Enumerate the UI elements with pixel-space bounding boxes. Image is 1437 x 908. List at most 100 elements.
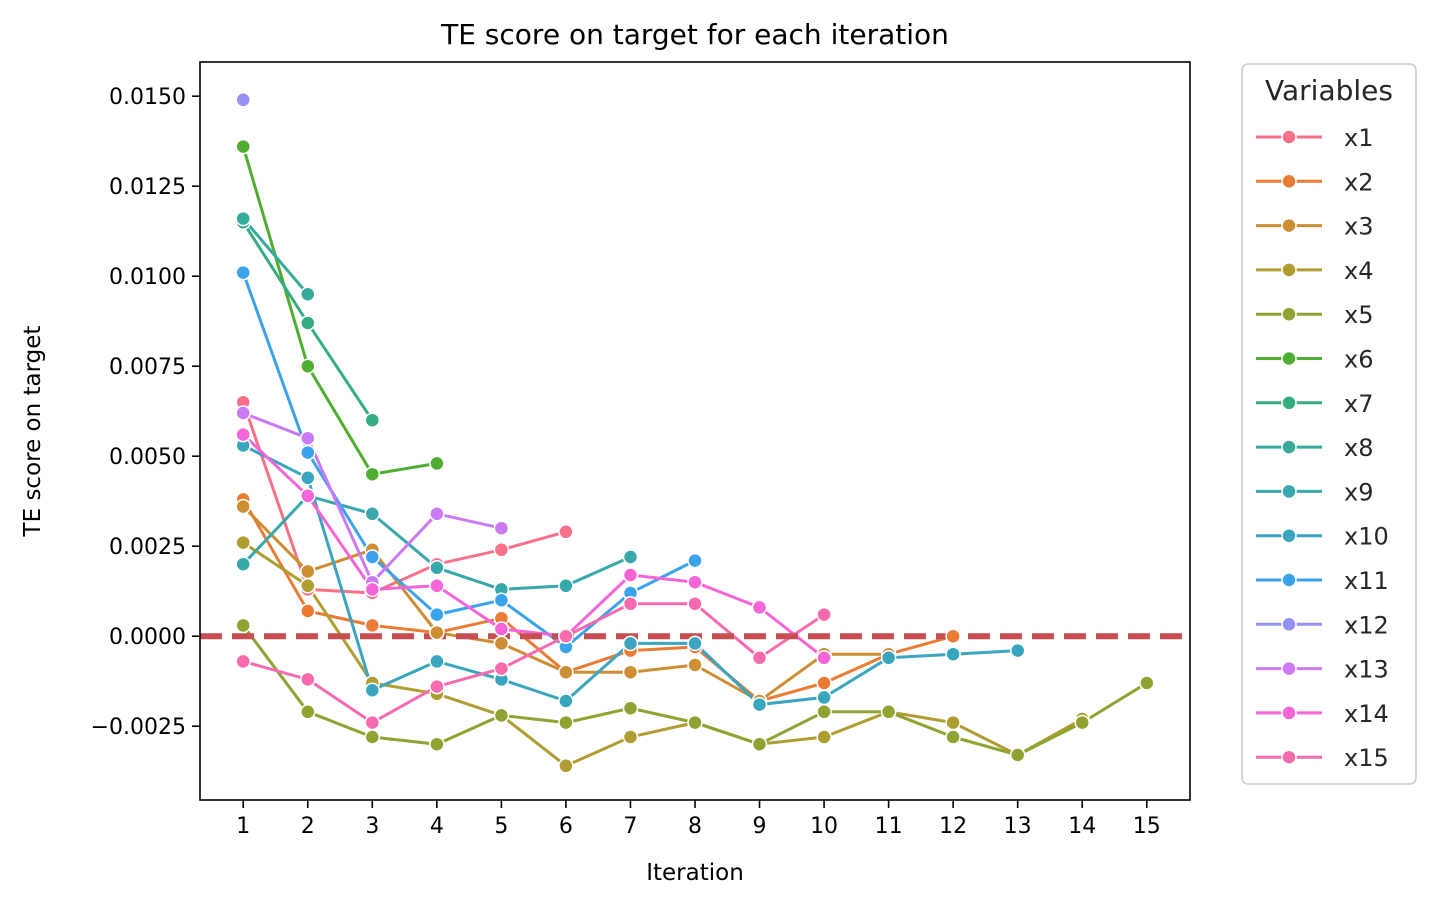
data-point-x14-iter-10 [816,650,832,666]
data-point-x6-iter-3 [364,466,381,482]
legend-label: x12 [1344,611,1389,639]
legend-swatch-marker [1281,483,1297,500]
legend-item-x15: x15 [1256,744,1389,772]
legend-title: Variables [1265,74,1393,107]
legend-item-x13: x13 [1256,656,1389,684]
data-point-x10-iter-12 [945,646,961,662]
legend-label: x2 [1344,168,1373,196]
data-point-x15-iter-6 [558,628,574,644]
data-point-x13-iter-4 [429,506,445,522]
legend-swatch-marker [1281,129,1297,145]
data-point-x15-iter-10 [816,606,832,623]
data-point-x11-iter-5 [493,592,510,608]
data-point-x4-iter-7 [622,729,639,745]
series-line-x15 [241,602,826,725]
data-point-x5-iter-14 [1074,714,1090,731]
legend-swatch-marker [1281,173,1297,190]
data-point-x10-iter-2 [300,470,316,486]
x-tick-label: 6 [559,814,573,839]
legend-label: x7 [1344,390,1373,418]
data-point-x15-iter-8 [687,596,703,612]
data-point-x3-iter-2 [300,563,316,580]
data-point-x14-iter-8 [687,574,703,590]
legend-item-x6: x6 [1256,346,1373,374]
data-point-x15-iter-3 [364,714,381,731]
legend-label: x5 [1344,301,1373,329]
data-point-x14-iter-5 [493,621,510,637]
legend-swatch-marker [1281,616,1297,633]
y-axis: −0.0025 0.0000 0.0025 0.0050 0.0075 0.0100 0.0… [91,85,200,740]
data-point-x15-iter-7 [622,596,639,612]
x-tick-label: 5 [494,814,508,839]
legend-item-x8: x8 [1256,434,1373,462]
data-point-x7-iter-3 [364,412,381,428]
data-point-x3-iter-1 [235,498,251,515]
x-tick-label: 15 [1133,814,1161,839]
data-point-x5-iter-8 [687,714,703,731]
data-point-x5-iter-7 [622,700,639,716]
data-point-x4-iter-2 [300,578,316,594]
legend-item-x14: x14 [1256,700,1389,728]
legend-swatch-marker [1281,527,1297,544]
x-tick-label: 13 [1004,814,1032,839]
data-point-x6-iter-2 [300,358,316,374]
data-point-x5-iter-15 [1139,675,1155,691]
data-point-x12-iter-1 [235,92,251,108]
data-point-x10-iter-11 [880,650,897,666]
chart-title: TE score on target for each iteration [440,18,949,51]
legend-label: x9 [1344,478,1373,506]
legend-swatch-marker [1281,439,1297,455]
data-point-x3-iter-4 [429,624,445,641]
x-tick-label: 3 [365,814,379,839]
legend-swatch-marker [1281,395,1297,411]
legend-item-x11: x11 [1256,567,1389,595]
data-point-x15-iter-4 [429,678,445,695]
y-tick-label: 0.0100 [109,265,186,290]
y-tick-label: 0.0125 [109,175,186,200]
legend-label: x15 [1344,744,1389,772]
data-point-x2-iter-2 [300,603,316,619]
data-point-x1-iter-6 [558,524,574,540]
y-tick-label: −0.0025 [91,715,186,740]
legend-swatch-marker [1281,660,1297,677]
data-point-x5-iter-11 [880,704,897,720]
data-point-x5-iter-12 [945,729,961,745]
data-point-x5-iter-13 [1009,747,1026,763]
data-point-x6-iter-1 [235,138,251,155]
data-point-x11-iter-1 [235,264,251,281]
y-tick-label: 0.0050 [109,445,186,470]
legend-item-x10: x10 [1256,523,1389,551]
data-point-x15-iter-5 [493,660,510,677]
data-point-x11-iter-4 [429,606,445,623]
legend-item-x4: x4 [1256,257,1373,285]
data-point-x10-iter-9 [751,696,768,713]
data-point-x4-iter-6 [558,758,574,774]
legend-label: x3 [1344,213,1373,241]
legend-item-x12: x12 [1256,611,1389,639]
data-point-x14-iter-4 [429,578,445,594]
data-point-x11-iter-8 [687,552,703,569]
data-point-x6-iter-4 [429,455,445,472]
legend-label: x14 [1344,700,1389,728]
data-point-x10-iter-8 [687,635,703,652]
y-tick-label: 0.0025 [109,535,186,560]
y-axis-title: TE score on target [20,326,46,538]
data-point-x3-iter-6 [558,664,574,680]
data-point-x8-iter-1 [235,210,251,227]
legend-label: x10 [1344,523,1389,551]
x-tick-label: 1 [236,814,250,839]
y-tick-label: 0.0075 [109,355,186,380]
legend: Variables x1 x2 x3 x4 x5 x6 x7 x8 x9 x10 x11 x12 x13… [1241,63,1417,785]
series-line-x2 [241,497,955,703]
data-point-x3-iter-7 [622,664,639,680]
x-tick-label: 14 [1068,814,1096,839]
data-point-x10-iter-10 [816,689,832,706]
x-tick-label: 4 [430,814,444,839]
data-point-x9-iter-1 [235,556,251,572]
data-point-x14-iter-9 [751,599,768,616]
legend-label: x13 [1344,656,1389,684]
data-point-x7-iter-2 [300,315,316,331]
series-line-x1 [241,400,568,595]
legend-item-x7: x7 [1256,390,1373,418]
